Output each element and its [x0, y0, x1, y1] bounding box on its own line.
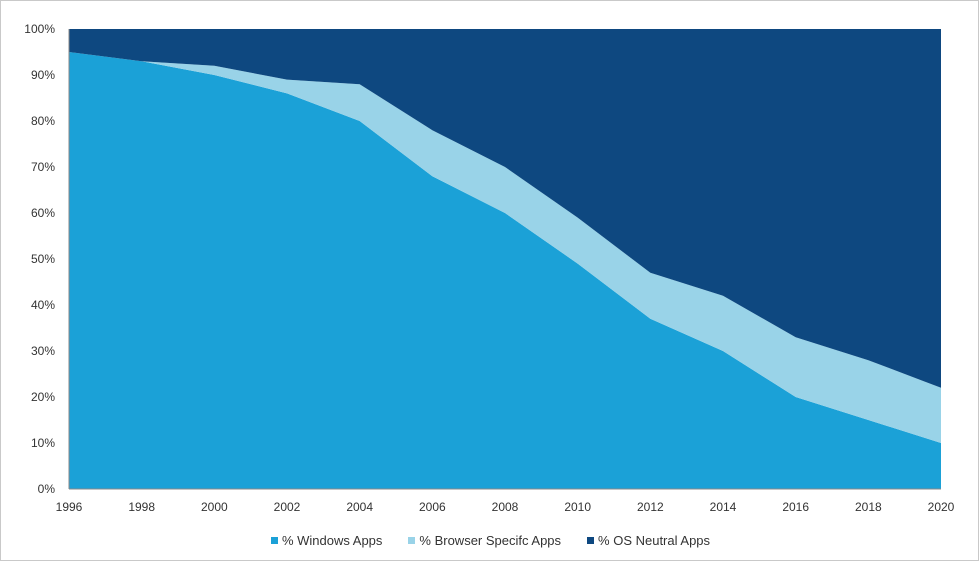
x-tick-label: 2008 [492, 500, 519, 514]
x-tick-label: 2010 [564, 500, 591, 514]
legend-item: % OS Neutral Apps [587, 533, 710, 548]
legend-label: % Browser Specifc Apps [419, 532, 562, 548]
x-tick-label: 2018 [855, 500, 882, 514]
legend-item: % Windows Apps [270, 532, 383, 548]
x-tick-label: 2012 [637, 500, 664, 514]
y-tick-label: 60% [31, 206, 55, 220]
stacked-area-chart: 0%10%20%30%40%50%60%70%80%90%100% 1996 19… [24, 22, 955, 514]
y-tick-label: 70% [31, 160, 55, 174]
legend-swatch [587, 536, 595, 544]
legend-label: % Windows Apps [281, 532, 383, 548]
x-tick-label: 1996 [56, 500, 83, 514]
x-tick-label: 2016 [782, 500, 809, 514]
y-tick-label: 40% [31, 298, 55, 312]
x-tick-label: 2002 [274, 500, 301, 514]
x-tick-label: 2004 [346, 500, 373, 514]
legend-label: % OS Neutral Apps [598, 532, 711, 548]
x-axis-ticks: 1996 1998 2000 2002 2004 2006 2008 2010 2012 2014… [56, 500, 955, 514]
y-tick-label: 20% [31, 390, 55, 404]
area-series-1 [69, 52, 941, 489]
area-series-group [69, 29, 941, 489]
y-tick-label: 50% [31, 252, 55, 266]
x-tick-label: 2020 [928, 500, 955, 514]
legend-item: % Browser Specifc Apps [408, 533, 561, 548]
area-series-3 [69, 29, 941, 388]
legend-swatch [408, 536, 416, 544]
area-series-2 [69, 52, 941, 443]
y-tick-label: 30% [31, 344, 55, 358]
y-tick-label: 0% [38, 482, 56, 496]
x-tick-label: 1998 [128, 500, 155, 514]
y-axis-ticks: 0% 10% 20% 30% 40% 50% 60% 70% 80% 90% 100% [24, 22, 55, 496]
legend-swatch [270, 536, 278, 544]
y-tick-label: 90% [31, 68, 55, 82]
y-tick-label: 100% [24, 22, 55, 36]
y-tick-label: 10% [31, 436, 55, 450]
x-tick-label: 2000 [201, 500, 228, 514]
y-tick-label: 80% [31, 114, 55, 128]
x-tick-label: 2014 [710, 500, 737, 514]
legend: % Windows Apps % Browser Specifc Apps % OS… [1, 529, 979, 551]
x-tick-label: 2006 [419, 500, 446, 514]
